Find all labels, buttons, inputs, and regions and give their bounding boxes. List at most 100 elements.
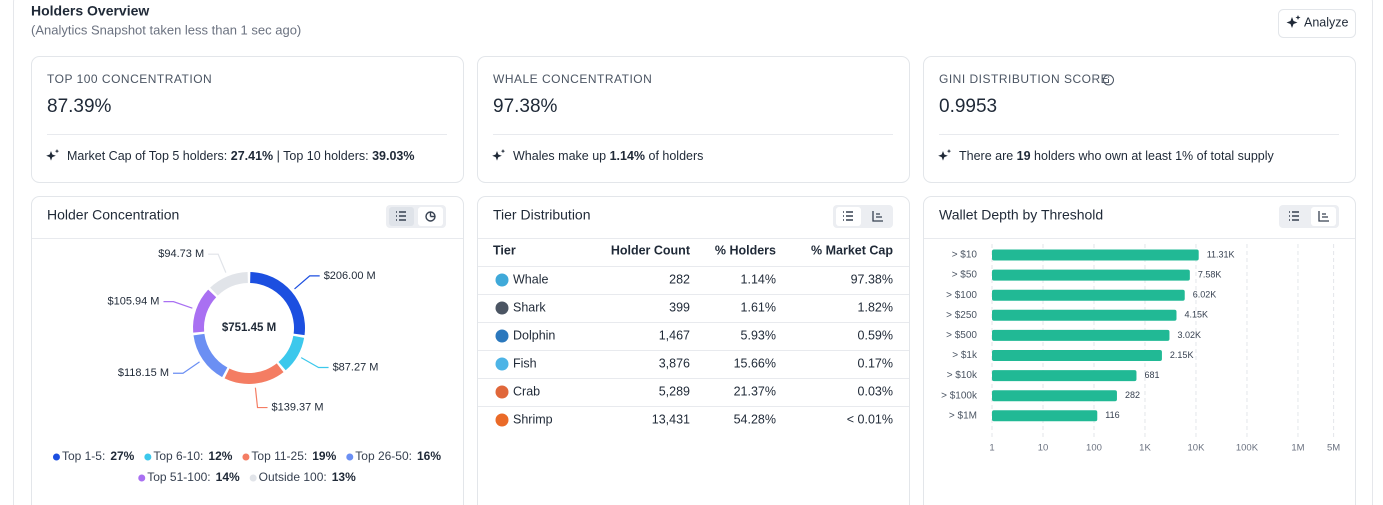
view-toggle[interactable] xyxy=(833,205,893,228)
donut-segment xyxy=(192,289,217,333)
table-cell: 0.17% xyxy=(858,356,893,370)
card-note: There are 19 holders who own at least 1%… xyxy=(959,149,1275,163)
table-cell: 0.03% xyxy=(858,384,893,398)
table-cell: 5,289 xyxy=(659,384,690,398)
donut-segment xyxy=(278,335,305,371)
y-tick-label: > $500 xyxy=(946,330,977,341)
data-label: $139.37 M xyxy=(272,401,324,413)
bar xyxy=(992,370,1137,382)
y-tick-label: > $10 xyxy=(952,250,978,261)
data-label: $118.15 M xyxy=(118,367,169,379)
table-header: Holder Count xyxy=(611,243,691,257)
note-part: | Top 10 holders: xyxy=(273,149,372,163)
legend-dot xyxy=(138,474,146,482)
x-tick-label: 100K xyxy=(1236,443,1259,454)
legend-dot xyxy=(249,474,257,482)
page-title: Holders Overview xyxy=(31,3,149,19)
data-label: 2.15K xyxy=(1170,350,1194,360)
stat-card: WHALE CONCENTRATION 97.38% Whales make u… xyxy=(477,56,910,183)
y-tick-label: > $1M xyxy=(949,410,977,421)
tier-icons xyxy=(495,273,509,427)
table-cell: 21.37% xyxy=(734,384,776,398)
x-tick-label: 10 xyxy=(1038,443,1049,454)
card-note: Whales make up 1.14% of holders xyxy=(513,149,703,163)
x-tick-label: 1 xyxy=(989,443,994,454)
table-cell: Dolphin xyxy=(513,328,555,342)
card-note: Market Cap of Top 5 holders: 27.41% | To… xyxy=(67,149,414,163)
table-cell: Fish xyxy=(513,356,537,370)
card-value: 97.38% xyxy=(493,96,558,117)
x-tick-label: 1M xyxy=(1291,443,1304,454)
x-tick-label: 5M xyxy=(1327,443,1340,454)
panel-title: Tier Distribution xyxy=(493,207,591,223)
table-cell: 13,431 xyxy=(652,412,690,426)
data-label: 282 xyxy=(1125,390,1140,400)
donut-segment xyxy=(210,272,248,296)
note-part: 27.41% xyxy=(231,149,273,163)
legend-dot xyxy=(144,453,152,461)
y-tick-label: > $100k xyxy=(941,390,978,401)
note-part: of holders xyxy=(645,149,703,163)
y-tick-label: > $50 xyxy=(952,270,978,281)
note-part: 1.14% xyxy=(610,149,645,163)
data-label: $105.94 M xyxy=(107,296,159,308)
table-cell: < 0.01% xyxy=(847,412,893,426)
data-label: 6.02K xyxy=(1193,290,1217,300)
table-cell: 54.28% xyxy=(734,412,776,426)
view-toggle[interactable] xyxy=(386,205,446,228)
y-tick-label: > $250 xyxy=(946,310,977,321)
analyze-button[interactable]: Analyze xyxy=(1278,9,1356,38)
view-toggle[interactable] xyxy=(1279,205,1339,228)
table-cell: Shark xyxy=(513,300,546,314)
data-label: 3.02K xyxy=(1177,330,1201,340)
table-cell: 0.59% xyxy=(858,328,893,342)
table-cell: 282 xyxy=(669,272,690,286)
legend-label: Outside 100: xyxy=(259,470,327,484)
data-label: $94.73 M xyxy=(158,248,204,260)
y-tick-label: > $1k xyxy=(952,350,978,361)
leader-line xyxy=(173,361,200,374)
bar xyxy=(992,329,1170,341)
data-label: 4.15K xyxy=(1184,310,1208,320)
table-cell: Whale xyxy=(513,272,548,286)
note-part: Whales make up xyxy=(513,149,610,163)
page-subtitle: (Analytics Snapshot taken less than 1 se… xyxy=(31,22,301,37)
table-cell: Crab xyxy=(513,384,540,398)
panel-title: Wallet Depth by Threshold xyxy=(939,207,1103,223)
table-cell: 1.14% xyxy=(741,272,776,286)
legend-percent: 12% xyxy=(208,449,232,463)
panel-title: Holder Concentration xyxy=(47,207,179,223)
bar xyxy=(992,350,1162,361)
card-value: 87.39% xyxy=(47,96,112,117)
analyze-label[interactable]: Analyze xyxy=(1304,15,1349,29)
data-label: 681 xyxy=(1144,370,1159,380)
donut-segment xyxy=(193,333,228,378)
card-label: WHALE CONCENTRATION xyxy=(493,72,652,86)
legend-dot xyxy=(346,453,354,461)
legend-percent: 27% xyxy=(110,449,134,463)
stat-card: GINI DISTRIBUTION SCORE 0.9953 There are… xyxy=(923,56,1356,183)
note-part: 39.03% xyxy=(372,149,414,163)
legend-dot xyxy=(242,453,250,461)
legend-percent: 13% xyxy=(332,470,356,484)
card-label: TOP 100 CONCENTRATION xyxy=(47,72,212,86)
bar xyxy=(992,249,1199,261)
legend-percent: 19% xyxy=(312,449,336,463)
note-part: 19 xyxy=(1017,149,1031,163)
info-icon[interactable] xyxy=(1103,74,1114,86)
legend-label: Top 1-5: xyxy=(62,449,105,463)
table-cell: 97.38% xyxy=(851,272,893,286)
legend-percent: 16% xyxy=(417,449,441,463)
card-value: 0.9953 xyxy=(939,96,997,117)
table-header: % Holders xyxy=(715,243,776,257)
note-part: holders who own at least 1% of total sup… xyxy=(1031,149,1275,163)
data-label: 11.31K xyxy=(1207,249,1235,259)
table-cell: 5.93% xyxy=(741,328,776,342)
legend-label: Top 6-10: xyxy=(153,449,203,463)
table-cell: 3,876 xyxy=(659,356,690,370)
leader-line xyxy=(300,357,329,369)
note-part: There are xyxy=(959,149,1017,163)
table-cell: 1.82% xyxy=(858,300,893,314)
leader-line xyxy=(294,275,320,290)
